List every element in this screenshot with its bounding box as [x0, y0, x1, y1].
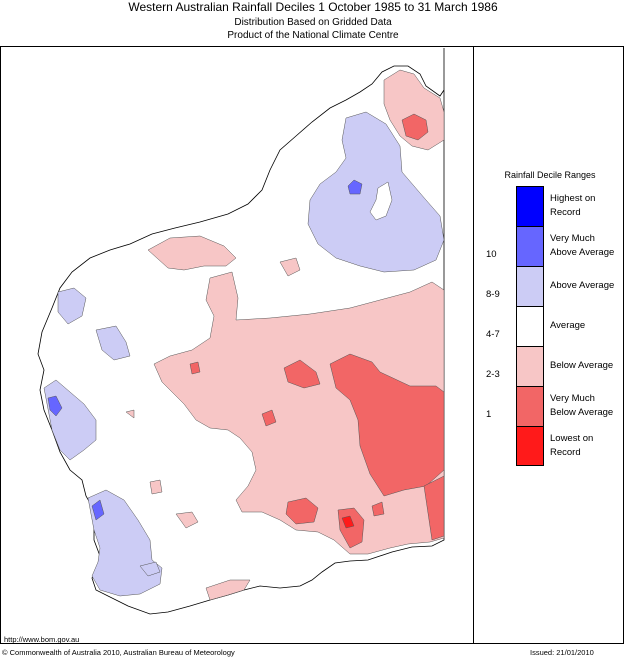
legend-swatch-very-much-above	[516, 226, 544, 266]
area-very-much-above-wheatbelt	[91, 499, 105, 521]
legend-swatch-above	[516, 266, 544, 306]
legend-label-line: Above Average	[550, 247, 615, 258]
legend-divider	[473, 46, 474, 644]
legend-range-4-7: 4-7	[486, 329, 500, 340]
area-very-much-below-small-1	[189, 361, 201, 375]
area-above-average-small-south	[139, 561, 161, 577]
area-very-much-below-kimberley	[401, 113, 429, 141]
legend-range-10: 10	[486, 249, 497, 260]
legend-title: Rainfall Decile Ranges	[504, 170, 596, 180]
area-very-much-below-southeast	[423, 475, 445, 541]
legend-label-line: Record	[550, 447, 581, 458]
legend-label-line: Lowest on	[550, 433, 594, 444]
legend-label-line: Highest on	[550, 193, 596, 204]
legend-swatch-very-much-below	[516, 386, 544, 426]
legend-label-line: Record	[550, 207, 581, 218]
legend-label-lowest: Lowest on Record	[550, 432, 622, 460]
area-below-average-south-coast	[205, 579, 251, 601]
area-below-average-kimberley	[383, 69, 445, 151]
legend-label-line: Very Much	[550, 393, 595, 404]
legend-label-very-much-below: Very Much Below Average	[550, 392, 622, 420]
area-above-average-north	[307, 111, 445, 273]
area-below-average-pilbara	[147, 235, 237, 271]
area-lowest-on-record	[341, 515, 355, 529]
footer-copyright: © Commonwealth of Australia 2010, Austra…	[2, 648, 235, 657]
legend-label-above: Above Average	[550, 280, 615, 291]
map-title: Western Australian Rainfall Deciles 1 Oc…	[128, 0, 498, 14]
inland-lake	[369, 181, 393, 221]
area-below-average-central	[153, 271, 445, 555]
legend-label-average: Average	[550, 320, 586, 331]
legend-label-below: Below Average	[550, 360, 614, 371]
map-subtitle-product: Product of the National Climate Centre	[227, 30, 399, 41]
legend-range-2-3: 2-3	[486, 369, 500, 380]
legend-swatch-lowest	[516, 426, 544, 466]
legend-swatch-below	[516, 346, 544, 386]
area-very-much-below-central	[283, 359, 321, 389]
area-below-average-patch-2	[149, 479, 163, 495]
legend-label-line: Very Much	[550, 233, 595, 244]
footer-url: http://www.bom.gov.au	[4, 635, 80, 644]
area-below-average-pilbara-east	[279, 257, 301, 277]
legend-label-very-much-above: Very Much Above Average	[550, 232, 622, 260]
legend-label-highest: Highest on Record	[550, 192, 622, 220]
area-very-much-above-kimberley	[347, 179, 363, 195]
rainfall-decile-map	[37, 48, 445, 615]
area-above-average-central-west	[95, 325, 131, 361]
legend-label-line: Below Average	[550, 407, 614, 418]
area-below-average-patch-1	[175, 511, 199, 529]
area-very-much-above-coast	[47, 395, 63, 417]
legend-swatch-highest	[516, 186, 544, 226]
map-frame	[0, 46, 624, 644]
footer-issued: Issued: 21/01/2010	[530, 648, 594, 657]
area-very-much-below-small-2	[261, 409, 277, 427]
area-very-much-below-small-3	[371, 501, 385, 517]
legend-range-1: 1	[486, 409, 492, 420]
area-above-average-gascoyne	[57, 287, 87, 325]
legend-range-8-9: 8-9	[486, 289, 500, 300]
legend-swatch-average	[516, 306, 544, 346]
area-below-average-patch-3	[125, 409, 135, 419]
area-very-much-below-south	[285, 497, 319, 525]
map-subtitle-distribution: Distribution Based on Gridded Data	[234, 17, 392, 28]
